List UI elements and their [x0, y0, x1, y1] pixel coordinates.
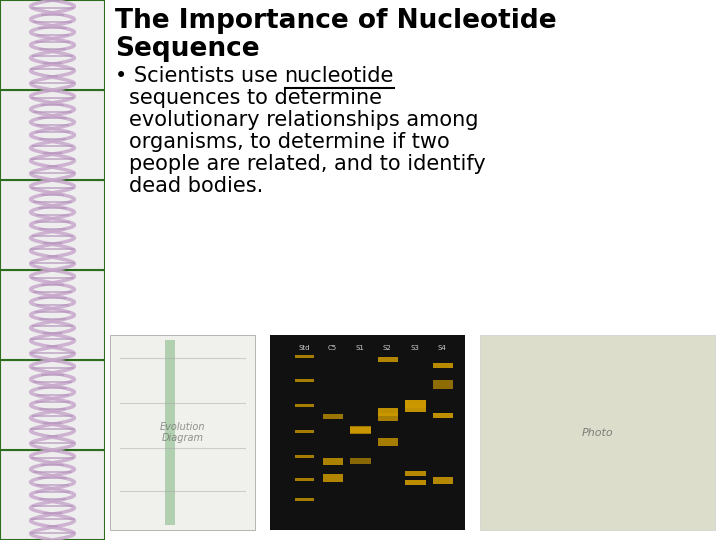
Bar — [0, 90, 105, 180]
Text: The Importance of Nucleotide: The Importance of Nucleotide — [115, 8, 557, 34]
Bar — [433, 363, 453, 368]
Bar — [0, 360, 105, 450]
Bar — [295, 379, 314, 382]
Bar — [295, 455, 314, 458]
Text: S4: S4 — [438, 345, 446, 350]
Text: Photo: Photo — [582, 428, 613, 437]
Bar — [295, 429, 314, 433]
Text: Evolution
Diagram: Evolution Diagram — [160, 422, 205, 443]
Bar — [480, 335, 715, 530]
Bar — [377, 357, 398, 362]
Bar — [350, 458, 371, 464]
Text: S2: S2 — [383, 345, 392, 350]
Bar — [405, 480, 426, 485]
Bar — [433, 413, 453, 418]
Bar — [405, 403, 426, 411]
Bar — [0, 0, 105, 90]
Text: S3: S3 — [410, 345, 419, 350]
Bar — [323, 414, 343, 418]
Bar — [323, 458, 343, 465]
Text: evolutionary relationships among: evolutionary relationships among — [129, 110, 479, 130]
Bar — [377, 413, 398, 422]
Text: Sequence: Sequence — [115, 36, 260, 62]
Text: organisms, to determine if two: organisms, to determine if two — [129, 132, 450, 152]
Bar — [295, 404, 314, 407]
Bar — [295, 498, 314, 501]
Bar — [165, 340, 175, 525]
Text: C5: C5 — [328, 345, 337, 350]
Text: sequences to determine: sequences to determine — [129, 88, 382, 108]
Bar — [0, 180, 105, 270]
Bar — [0, 270, 105, 360]
Bar — [433, 477, 453, 484]
Bar — [270, 335, 465, 530]
Bar — [377, 437, 398, 447]
Bar — [350, 426, 371, 434]
Bar — [295, 355, 314, 359]
Bar — [0, 450, 105, 540]
Bar — [110, 335, 255, 530]
Text: dead bodies.: dead bodies. — [129, 176, 264, 196]
Bar — [405, 471, 426, 476]
Bar — [350, 427, 371, 433]
Bar — [433, 380, 453, 389]
Bar — [295, 478, 314, 481]
Text: nucleotide: nucleotide — [284, 66, 394, 86]
Text: Std: Std — [299, 345, 310, 350]
Text: S1: S1 — [355, 345, 364, 350]
Text: • Scientists use: • Scientists use — [115, 66, 284, 86]
Bar — [105, 0, 720, 540]
Bar — [323, 474, 343, 482]
Bar — [405, 400, 426, 408]
Bar — [377, 408, 398, 416]
Text: people are related, and to identify: people are related, and to identify — [129, 154, 486, 174]
